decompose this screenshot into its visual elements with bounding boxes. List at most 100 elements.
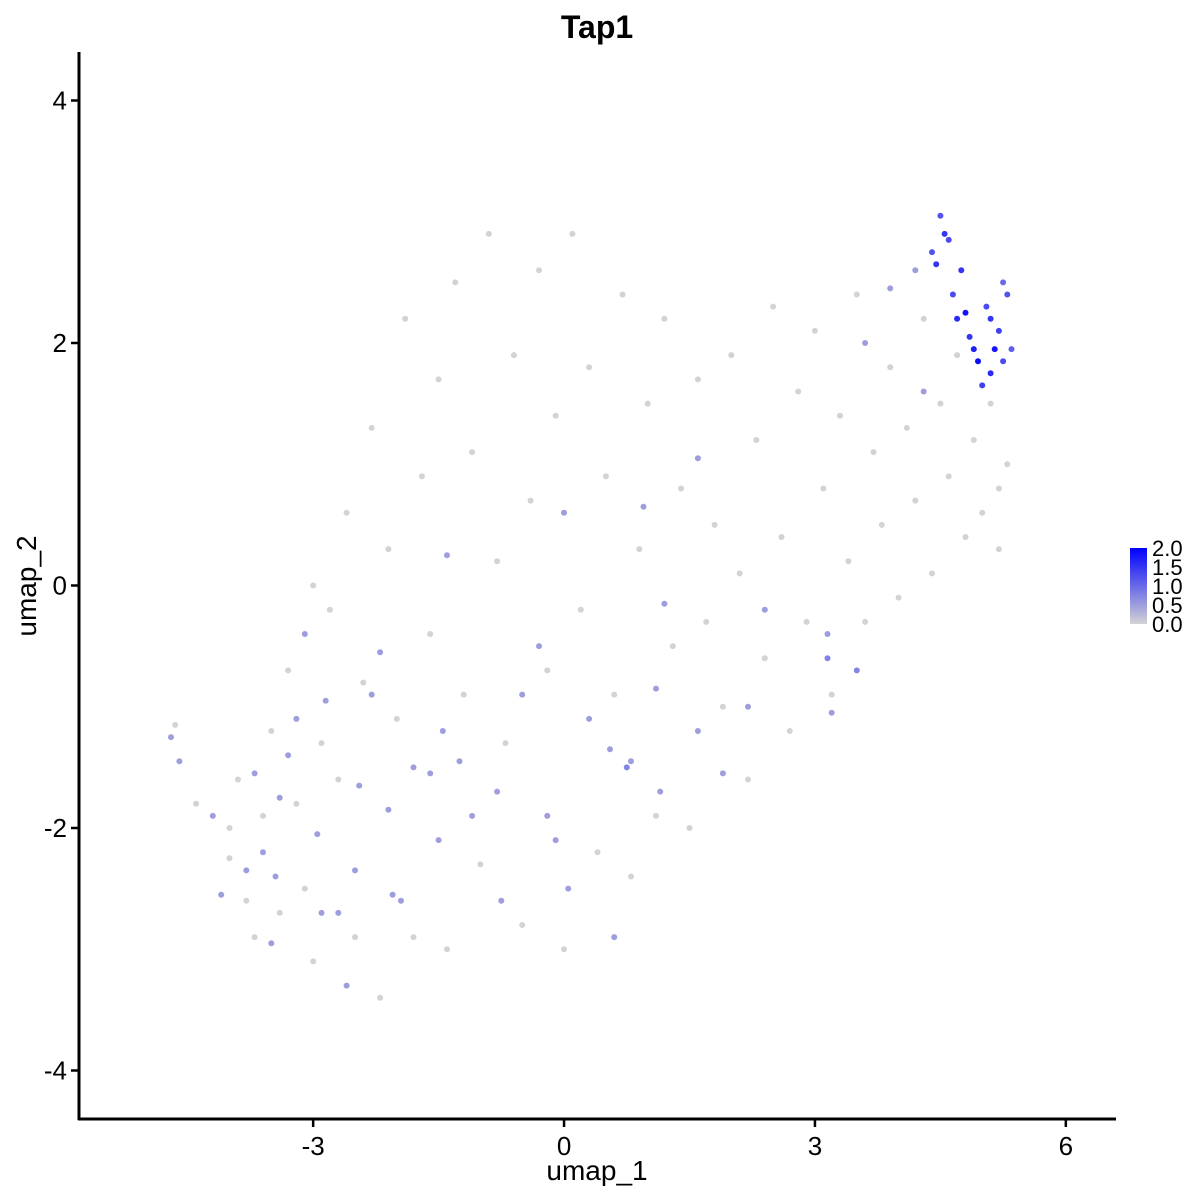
cell-point [903,424,910,431]
cell-point [285,667,292,674]
cell-point [268,728,275,734]
cell-point [937,400,944,407]
cell-point [611,691,618,698]
cell-point [343,509,350,516]
cell-point [469,812,476,819]
cell-point [941,230,948,237]
cell-point [494,558,501,565]
cell-point [335,909,342,916]
cell-point [719,703,726,710]
y-tick-label: -2 [44,813,67,843]
cell-point [653,685,659,692]
cell-point [439,728,446,734]
cell-point [1000,279,1007,286]
cell-point [272,873,279,880]
cell-point [761,655,768,662]
cell-point [703,618,710,625]
cell-point [243,897,250,904]
x-tick-label: 0 [557,1131,571,1161]
cell-point [912,267,919,274]
cell-point [536,643,542,650]
cell-point [318,909,325,916]
cell-point [770,303,777,310]
cell-point [761,606,768,613]
cell-point [987,315,994,322]
cell-point [418,473,425,480]
colorbar-label: 1.5 [1152,555,1183,580]
cell-point [260,812,266,819]
cell-point [360,679,367,686]
cell-point [444,552,450,559]
cell-point [444,946,450,953]
cell-point [352,934,358,941]
cell-point [853,667,860,674]
cell-point [686,825,693,831]
colorbar-label: 1.0 [1152,574,1183,599]
cell-point [870,449,877,456]
y-tick-label: -4 [44,1056,67,1086]
cell-point [803,618,810,625]
cell-point [243,867,250,874]
cell-point [552,837,559,844]
cell-point [820,485,827,492]
cell-point [410,764,417,771]
cell-point [586,364,593,371]
cell-point [991,346,998,353]
cell-point [736,570,743,577]
cell-point [209,812,216,819]
cell-point [987,400,994,407]
cell-point [494,788,501,795]
cell-point [987,370,994,377]
cell-point [778,534,785,540]
cell-point [577,606,584,613]
cell-point [828,709,835,716]
cell-point [260,849,266,856]
cell-point [519,922,526,928]
cell-point [502,740,509,747]
cell-point [1008,346,1015,353]
cell-point [427,631,434,637]
cell-point [653,812,659,819]
cell-point [285,752,292,759]
x-tick-label: 6 [1059,1131,1073,1161]
cell-point [343,982,350,989]
colorbar [1130,548,1147,624]
cell-point [498,897,505,904]
cell-point [460,691,467,698]
cell-point [218,891,225,898]
cell-point [268,940,275,947]
cell-point [979,509,986,516]
cell-point [318,740,325,747]
cell-point [469,449,476,456]
cell-point [628,873,634,880]
cell-point [745,703,751,710]
cell-point [226,825,233,831]
cell-point [552,412,559,419]
cell-point [402,315,409,322]
cell-point [966,333,973,340]
cell-point [824,631,831,637]
colorbar-label: 0.0 [1152,612,1183,637]
cell-point [945,236,952,243]
cell-point [895,594,902,601]
cell-point [510,352,517,359]
cell-point [193,800,200,807]
cell-point [694,728,701,734]
cell-point [544,812,551,819]
cell-point [995,485,1002,492]
cell-point [661,600,668,607]
cell-point [619,291,626,298]
cell-point [970,437,977,443]
y-tick-label: 4 [53,86,67,116]
cell-point [845,558,852,565]
cell-point [958,267,965,274]
cell-point [983,303,990,310]
cell-point [661,315,668,322]
cell-point [172,721,179,728]
cell-point [979,382,986,389]
cell-point [176,758,183,765]
cell-point [519,691,526,698]
cell-point [276,909,283,916]
cell-point [326,606,333,613]
